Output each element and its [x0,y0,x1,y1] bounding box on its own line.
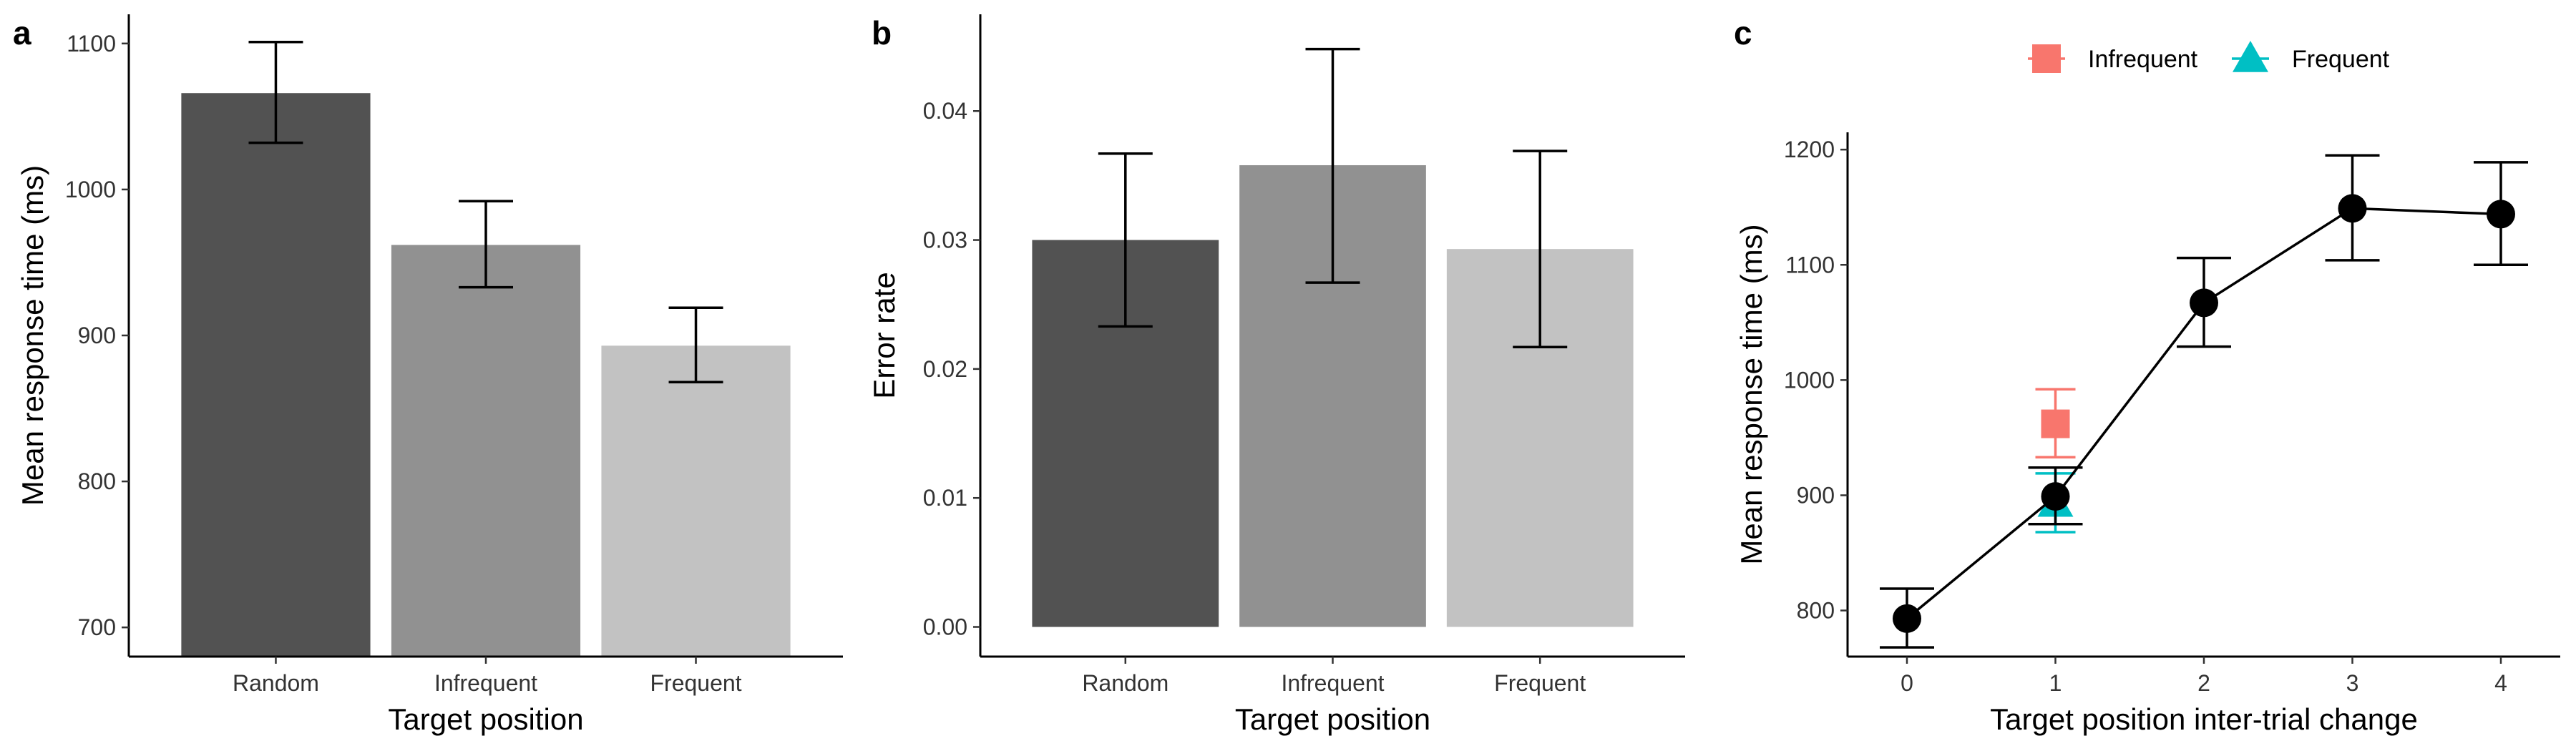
y-tick-label: 0.00 [923,614,967,640]
point-change-1 [2041,482,2070,511]
y-tick-label: 800 [1797,598,1835,624]
point-change-3 [2338,194,2367,223]
y-tick-label: 1000 [65,177,116,202]
panel-a: 700 800 900 1000 1100 Random Infrequent Frequen… [16,14,843,736]
x-tick-label: Infrequent [434,670,537,696]
bar-infrequent [391,245,581,657]
error-bar-random [248,41,303,144]
x-tick-label: 1 [2049,670,2062,696]
bar-random [181,93,371,657]
x-tick-label: 4 [2494,670,2507,696]
x-tick-label: Frequent [650,670,741,696]
y-tick-label: 0.04 [923,98,967,124]
error-bar-infrequent [459,200,513,289]
y-tick-label: 900 [1797,482,1835,508]
panel-b: 0.00 0.01 0.02 0.03 0.04 Random Infrequent Freq… [867,14,1685,736]
legend-item-frequent: Frequent [2232,41,2390,73]
x-tick-label: Random [233,670,319,696]
point-infrequent [2041,409,2070,438]
y-tick-label: 800 [78,468,116,494]
x-tick-label: 3 [2346,670,2359,696]
panel-c-axes: 800 900 1000 1100 1200 0 1 2 3 4 [1784,132,2560,696]
y-tick-label: 1100 [1785,252,1835,278]
point-change-4 [2487,200,2515,229]
error-bar-frequent [668,306,723,384]
panel-label-c: c [1734,14,1752,51]
point-change-2 [2190,288,2218,318]
panel-b-axes: 0.00 0.01 0.02 0.03 0.04 Random Infrequent Freq… [923,14,1685,696]
panel-b-y-axis-title: Error rate [867,272,901,398]
legend-label: Frequent [2292,46,2390,73]
x-tick-label: Frequent [1494,670,1586,696]
panel-label-a: a [13,14,31,51]
point-change-0 [1893,604,1921,633]
panel-b-error-bars [1098,47,1568,348]
x-tick-label: Infrequent [1281,670,1384,696]
panel-label-b: b [872,14,892,51]
y-tick-label: 700 [78,614,116,640]
y-tick-label: 0.01 [923,485,967,511]
y-tick-label: 0.03 [923,227,967,253]
panel-a-y-axis-title: Mean response time (ms) [16,165,49,506]
x-tick-label: Random [1082,670,1169,696]
legend-label: Infrequent [2088,46,2198,73]
panel-a-bars [181,93,791,657]
panel-a-x-axis-title: Target position [388,702,583,736]
error-bar-random [1098,152,1153,328]
panel-b-bars [1032,165,1634,627]
panel-c: Infrequent Frequent 800 900 1000 1100 1200 0 1 2… [1735,41,2560,736]
y-tick-label: 900 [78,323,116,348]
x-tick-label: 2 [2197,670,2210,696]
panel-c-y-axis-title: Mean response time (ms) [1735,224,1768,564]
error-bar-infrequent [1305,47,1360,284]
y-tick-label: 0.02 [923,356,967,382]
legend-key-infrequent [2032,44,2061,73]
y-tick-label: 1200 [1784,137,1835,162]
y-tick-label: 1000 [1784,367,1835,393]
panel-c-x-axis-title: Target position inter-trial change [1990,702,2418,736]
bar-frequent [601,345,791,657]
panel-a-axes: 700 800 900 1000 1100 Random Infrequent Frequen… [65,14,843,696]
panel-c-plot [1880,154,2528,649]
y-tick-label: 1100 [67,31,116,57]
legend-item-infrequent: Infrequent [2028,44,2198,73]
panel-c-legend: Infrequent Frequent [2028,41,2390,73]
error-bar-frequent [1513,149,1568,348]
panel-b-x-axis-title: Target position [1235,702,1430,736]
panel-a-error-bars [248,41,723,384]
x-tick-label: 0 [1901,670,1913,696]
legend-key-frequent [2233,41,2268,72]
